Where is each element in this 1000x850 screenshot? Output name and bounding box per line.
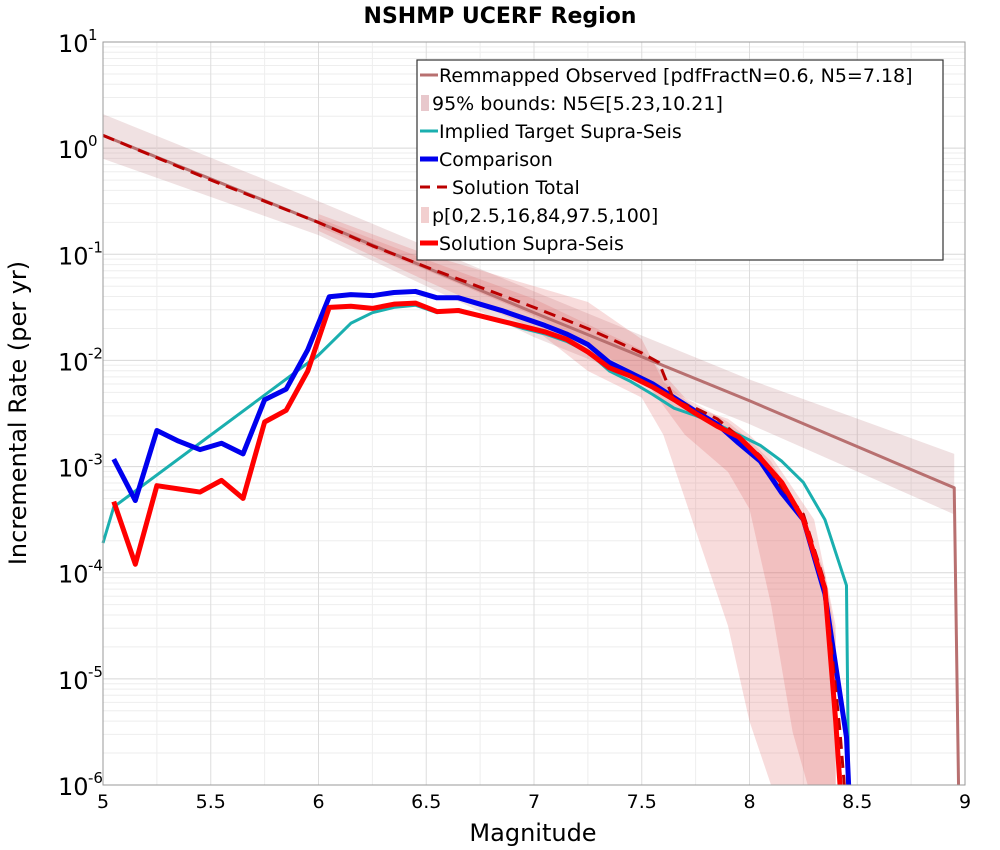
y-tick-label: 10 -6 (58, 769, 103, 801)
legend-item: Remmapped Observed [pdfFractN=0.6, N5=7.… (420, 65, 913, 87)
legend-label: Solution Total (452, 177, 580, 199)
y-tick-label: 10 -4 (58, 557, 103, 589)
y-tick-base: 10 (58, 242, 89, 270)
y-tick-label: 10 0 (58, 132, 98, 164)
legend-item: 95% bounds: N5∈[5.23,10.21] (421, 93, 723, 115)
y-tick-base: 10 (58, 773, 89, 801)
y-tick-exponent: -2 (88, 344, 103, 362)
x-tick-label: 8 (743, 791, 755, 813)
y-tick-base: 10 (58, 348, 89, 376)
x-axis-ticks: 5 5.5 6 6.5 7 7.5 8 8.5 9 (97, 791, 971, 813)
y-tick-label: 10 -1 (58, 238, 103, 270)
y-tick-exponent: -1 (88, 238, 103, 256)
x-tick-label: 9 (959, 791, 971, 813)
y-tick-base: 10 (58, 667, 89, 695)
y-tick-base: 10 (58, 561, 89, 589)
legend-item: p[0,2.5,16,84,97.5,100] (421, 205, 658, 227)
y-tick-label: 10 1 (58, 26, 98, 58)
legend-item: Implied Target Supra-Seis (420, 121, 682, 143)
y-tick-exponent: 1 (88, 26, 98, 44)
legend-item: Solution Total (420, 177, 580, 199)
band-95-bounds-n5-5-23-10-21- (103, 114, 955, 515)
legend: Remmapped Observed [pdfFractN=0.6, N5=7.… (416, 59, 944, 261)
series-lines (101, 134, 961, 786)
y-tick-exponent: -4 (88, 557, 103, 575)
legend-label: Remmapped Observed [pdfFractN=0.6, N5=7.… (439, 65, 913, 87)
x-tick-label: 7 (528, 791, 540, 813)
legend-label: Solution Supra-Seis (439, 233, 624, 255)
y-tick-exponent: 0 (88, 132, 98, 150)
x-tick-label: 8.5 (842, 791, 872, 813)
chart-title: NSHMP UCERF Region (364, 4, 637, 29)
legend-item: Solution Supra-Seis (420, 233, 624, 255)
band-p-0-2-5-16-84-97-5-100- (318, 213, 836, 786)
x-tick-label: 7.5 (627, 791, 657, 813)
legend-box (416, 59, 944, 261)
y-tick-base: 10 (58, 136, 89, 164)
y-tick-exponent: -3 (88, 451, 103, 469)
y-tick-exponent: -6 (88, 769, 103, 787)
y-tick-base: 10 (58, 30, 89, 58)
y-tick-label: 10 -5 (58, 663, 103, 695)
x-tick-label: 5.5 (196, 791, 226, 813)
x-tick-label: 6.5 (411, 791, 441, 813)
legend-label: p[0,2.5,16,84,97.5,100] (432, 205, 658, 227)
x-tick-label: 6 (312, 791, 324, 813)
legend-label: Implied Target Supra-Seis (439, 121, 682, 143)
series-solution-supra-seis (111, 300, 843, 786)
x-axis-label: Magnitude (469, 819, 596, 847)
series-solution-total (102, 134, 846, 786)
y-tick-label: 10 -2 (58, 344, 103, 376)
series-comparison (111, 288, 852, 786)
y-tick-label: 10 -3 (58, 451, 103, 483)
legend-swatch (421, 95, 429, 111)
legend-swatch (421, 207, 429, 223)
y-tick-exponent: -5 (88, 663, 103, 681)
plot-area-frame (102, 41, 966, 786)
x-tick-label: 5 (97, 791, 109, 813)
legend-label: 95% bounds: N5∈[5.23,10.21] (432, 93, 723, 115)
y-axis-label: Incremental Rate (per yr) (4, 261, 32, 565)
legend-label: Comparison (439, 149, 553, 171)
legend-item: Comparison (420, 149, 553, 171)
y-tick-base: 10 (58, 455, 89, 483)
